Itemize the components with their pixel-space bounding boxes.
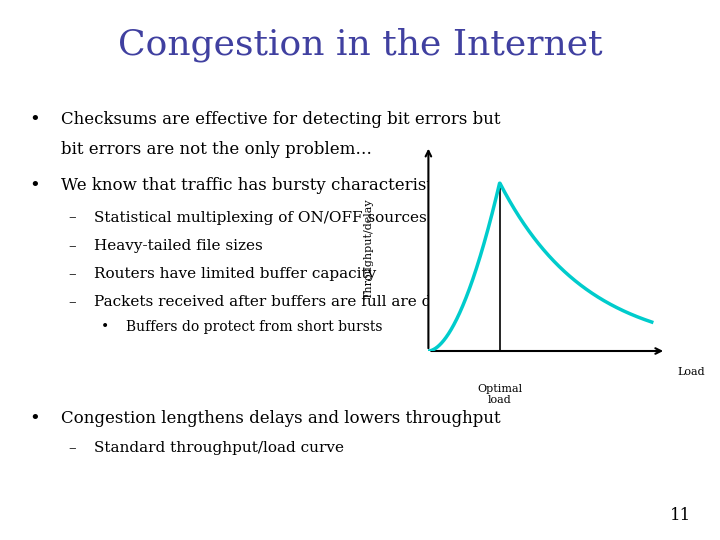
Text: Checksums are effective for detecting bit errors but: Checksums are effective for detecting bi…	[61, 111, 500, 127]
Text: •: •	[29, 177, 40, 195]
Text: Standard throughput/load curve: Standard throughput/load curve	[94, 441, 343, 455]
Text: –: –	[68, 211, 76, 225]
Text: bit errors are not the only problem…: bit errors are not the only problem…	[61, 141, 372, 158]
Text: Heavy-tailed file sizes: Heavy-tailed file sizes	[94, 239, 262, 253]
Text: Throughput/delay: Throughput/delay	[364, 198, 374, 299]
Text: 11: 11	[670, 507, 691, 524]
Text: We know that traffic has bursty characteristics: We know that traffic has bursty characte…	[61, 177, 456, 194]
Text: –: –	[68, 295, 76, 309]
Text: •: •	[29, 111, 40, 129]
Text: –: –	[68, 441, 76, 455]
Text: Packets received after buffers are full are dropped: Packets received after buffers are full …	[94, 295, 486, 309]
Text: Routers have limited buffer capacity: Routers have limited buffer capacity	[94, 267, 376, 281]
Text: –: –	[68, 239, 76, 253]
Text: Load: Load	[678, 367, 706, 377]
Text: Optimal
load: Optimal load	[477, 384, 522, 406]
Text: Statistical multiplexing of ON/OFF sources: Statistical multiplexing of ON/OFF sourc…	[94, 211, 426, 225]
Text: Congestion lengthens delays and lowers throughput: Congestion lengthens delays and lowers t…	[61, 410, 501, 427]
Text: –: –	[68, 267, 76, 281]
Text: •: •	[29, 410, 40, 428]
Text: •: •	[101, 320, 109, 334]
Text: Buffers do protect from short bursts: Buffers do protect from short bursts	[126, 320, 382, 334]
Text: Congestion in the Internet: Congestion in the Internet	[117, 27, 603, 62]
